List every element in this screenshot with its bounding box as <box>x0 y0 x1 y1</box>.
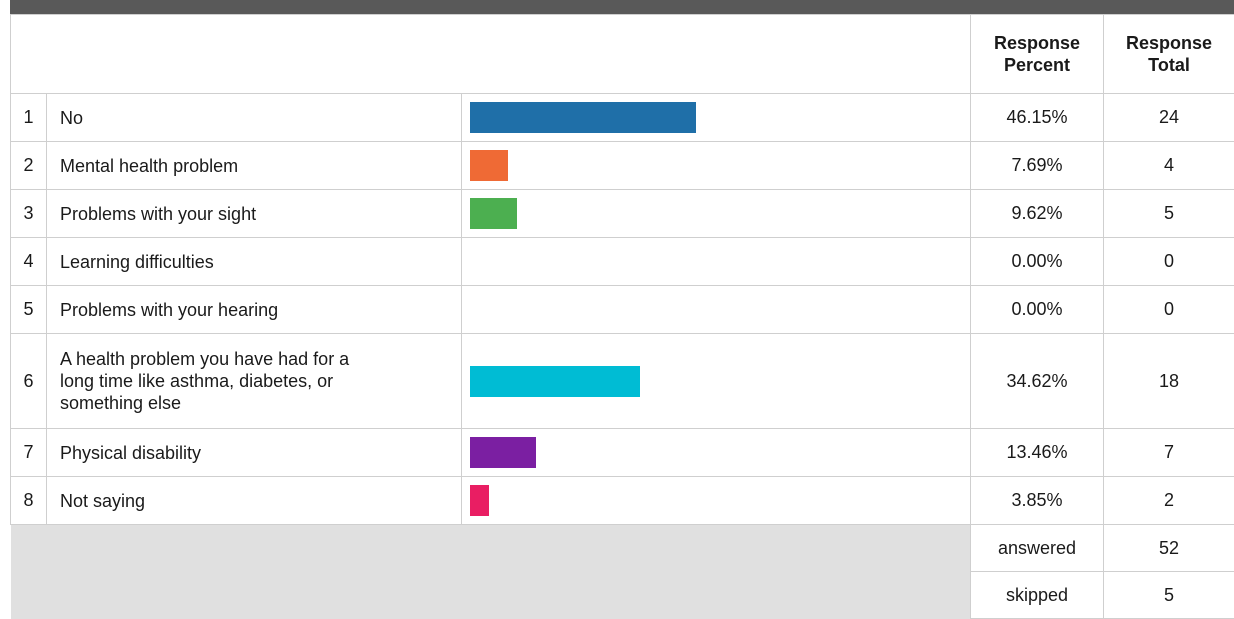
answered-value: 52 <box>1104 525 1234 572</box>
response-percent-header: Response Percent <box>971 15 1104 94</box>
response-percent: 9.62% <box>971 190 1104 238</box>
response-percent: 13.46% <box>971 429 1104 477</box>
row-number: 3 <box>11 190 47 238</box>
bar-cell <box>462 142 971 190</box>
response-total: 2 <box>1104 477 1234 525</box>
table-header-row: Response Percent Response Total <box>11 15 1234 94</box>
response-bar <box>470 366 640 397</box>
answer-label: Problems with your sight <box>47 190 462 238</box>
response-percent: 46.15% <box>971 94 1104 142</box>
row-number: 5 <box>11 286 47 334</box>
answered-label: answered <box>971 525 1104 572</box>
response-total: 0 <box>1104 286 1234 334</box>
response-total: 4 <box>1104 142 1234 190</box>
response-bar <box>470 437 536 468</box>
answer-label: Problems with your hearing <box>47 286 462 334</box>
row-number: 6 <box>11 334 47 429</box>
answer-label: Mental health problem <box>47 142 462 190</box>
answer-label: A health problem you have had for a long… <box>47 334 462 429</box>
response-percent: 0.00% <box>971 238 1104 286</box>
bar-cell <box>462 477 971 525</box>
row-number: 2 <box>11 142 47 190</box>
skipped-label: skipped <box>971 572 1104 619</box>
response-bar <box>470 485 489 516</box>
table-top-bar <box>10 0 1234 14</box>
summary-filler <box>11 525 971 619</box>
bar-cell <box>462 190 971 238</box>
row-number: 7 <box>11 429 47 477</box>
response-total: 5 <box>1104 190 1234 238</box>
bar-cell <box>462 238 971 286</box>
row-number: 1 <box>11 94 47 142</box>
row-number: 8 <box>11 477 47 525</box>
response-bar <box>470 150 508 181</box>
response-percent: 7.69% <box>971 142 1104 190</box>
answer-label: Learning difficulties <box>47 238 462 286</box>
answer-label: Physical disability <box>47 429 462 477</box>
response-percent: 3.85% <box>971 477 1104 525</box>
response-total: 0 <box>1104 238 1234 286</box>
row-number: 4 <box>11 238 47 286</box>
answer-label: No <box>47 94 462 142</box>
response-percent: 0.00% <box>971 286 1104 334</box>
response-bar <box>470 102 696 133</box>
response-total: 24 <box>1104 94 1234 142</box>
answer-label: Not saying <box>47 477 462 525</box>
bar-cell <box>462 94 971 142</box>
answered-row: answered 52 <box>11 525 1234 572</box>
response-total: 7 <box>1104 429 1234 477</box>
skipped-value: 5 <box>1104 572 1234 619</box>
response-bar <box>470 198 517 229</box>
response-total-header: Response Total <box>1104 15 1234 94</box>
response-percent: 34.62% <box>971 334 1104 429</box>
bar-cell <box>462 286 971 334</box>
bar-cell <box>462 334 971 429</box>
bar-cell <box>462 429 971 477</box>
header-blank-cell <box>11 15 971 94</box>
response-total: 18 <box>1104 334 1234 429</box>
